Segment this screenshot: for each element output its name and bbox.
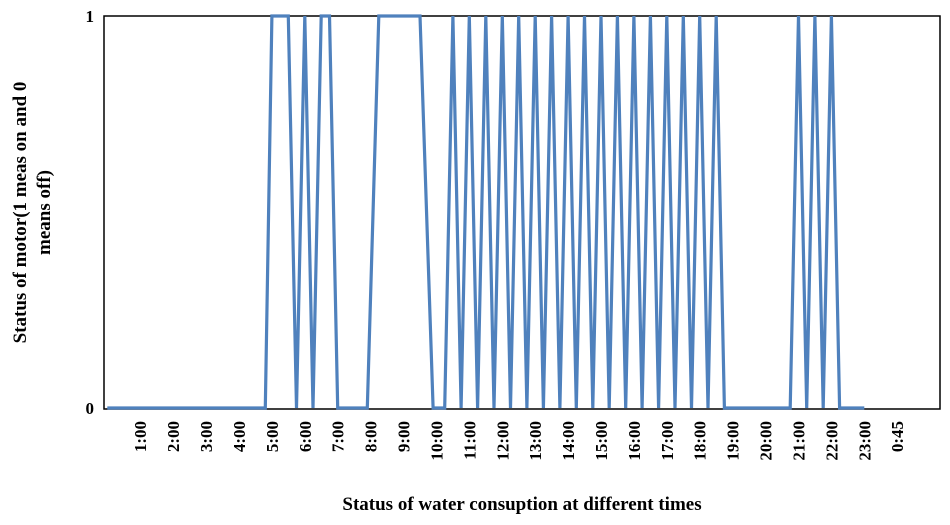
x-tick-label: 22:00 (822, 421, 841, 461)
y-tick-label: 1 (86, 7, 95, 26)
x-tick-label: 12:00 (493, 421, 512, 461)
x-tick-label: 21:00 (789, 421, 808, 461)
plot-area-frame (103, 15, 941, 410)
x-tick-label: 2:00 (164, 421, 183, 452)
x-tick-label: 13:00 (526, 421, 545, 461)
x-tick-label: 3:00 (197, 421, 216, 452)
x-axis-ticks: 1:00 2:00 3:00 4:00 5:00 6:00 7:00 8:00 9:00 10:0… (131, 421, 907, 461)
x-tick-label: 0:45 (888, 421, 907, 452)
x-tick-label: 19:00 (724, 421, 743, 461)
x-tick-label: 18:00 (691, 421, 710, 461)
x-tick-label: 6:00 (296, 421, 315, 452)
y-axis-title-line-2: means off) (34, 170, 55, 255)
x-tick-label: 16:00 (625, 421, 644, 461)
x-tick-label: 7:00 (329, 421, 348, 452)
x-tick-label: 15:00 (592, 421, 611, 461)
x-tick-label: 9:00 (395, 421, 414, 452)
y-axis-title-line-1: Status of motor(1 meas on and 0 (10, 82, 31, 344)
x-axis-title: Status of water consuption at different … (342, 494, 701, 515)
motor-status-series-line (107, 14, 865, 410)
x-tick-label: 8:00 (362, 421, 381, 452)
y-tick-label: 0 (86, 399, 95, 418)
x-tick-label: 14:00 (559, 421, 578, 461)
x-tick-label: 20:00 (757, 421, 776, 461)
x-tick-label: 5:00 (263, 421, 282, 452)
x-tick-label: 17:00 (658, 421, 677, 461)
x-tick-label: 11:00 (460, 421, 479, 460)
x-tick-label: 4:00 (230, 421, 249, 452)
y-axis-ticks: 01 (86, 7, 95, 418)
x-tick-label: 1:00 (131, 421, 150, 452)
x-tick-label: 10:00 (427, 421, 446, 461)
x-tick-label: 23:00 (855, 421, 874, 461)
